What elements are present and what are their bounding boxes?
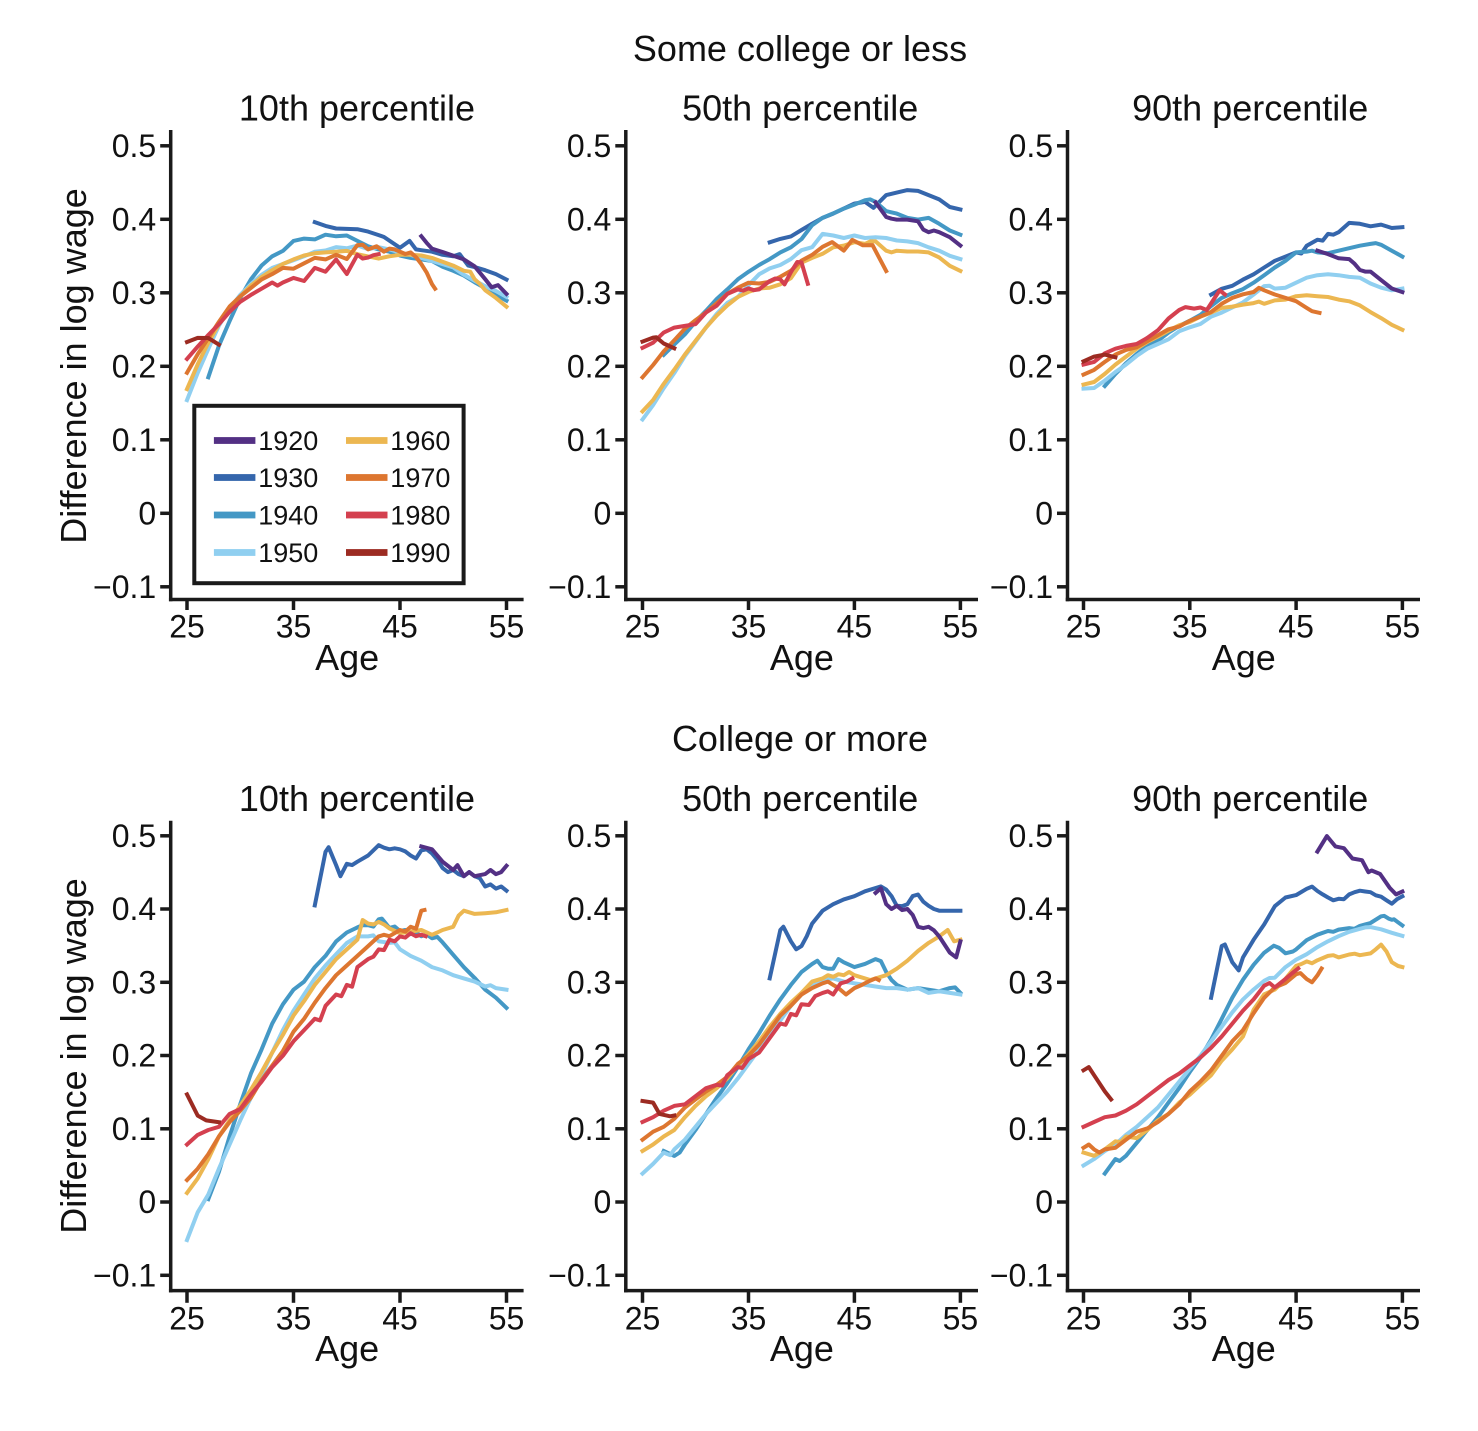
svg-text:−0.1: −0.1 — [93, 569, 156, 605]
svg-text:55: 55 — [943, 1301, 979, 1337]
svg-text:0.2: 0.2 — [1009, 1038, 1053, 1074]
svg-text:0.2: 0.2 — [112, 348, 156, 384]
svg-text:0.4: 0.4 — [112, 891, 156, 927]
svg-text:50th percentile: 50th percentile — [682, 778, 918, 819]
svg-text:0.4: 0.4 — [567, 201, 611, 237]
svg-text:−0.1: −0.1 — [548, 569, 611, 605]
svg-text:25: 25 — [1066, 1301, 1102, 1337]
svg-text:0.3: 0.3 — [567, 275, 611, 311]
svg-text:0.2: 0.2 — [1009, 348, 1053, 384]
svg-text:Age: Age — [1212, 1328, 1276, 1369]
svg-text:90th percentile: 90th percentile — [1132, 778, 1368, 819]
svg-text:25: 25 — [169, 609, 205, 645]
svg-text:Difference in log wage: Difference in log wage — [53, 188, 94, 544]
svg-text:0.5: 0.5 — [112, 818, 156, 854]
svg-text:1980: 1980 — [390, 501, 450, 531]
svg-text:0.2: 0.2 — [112, 1038, 156, 1074]
svg-text:0.4: 0.4 — [1009, 891, 1053, 927]
svg-text:0.3: 0.3 — [567, 964, 611, 1000]
svg-text:45: 45 — [1278, 609, 1314, 645]
svg-text:0.2: 0.2 — [567, 348, 611, 384]
svg-text:45: 45 — [1278, 1301, 1314, 1337]
svg-text:0: 0 — [138, 1184, 156, 1220]
svg-text:55: 55 — [489, 1301, 525, 1337]
svg-text:College or more: College or more — [672, 718, 928, 759]
svg-text:25: 25 — [1066, 609, 1102, 645]
svg-text:Age: Age — [1212, 637, 1276, 678]
svg-text:1970: 1970 — [390, 463, 450, 493]
svg-text:45: 45 — [837, 609, 873, 645]
svg-text:10th percentile: 10th percentile — [239, 88, 475, 129]
svg-text:0.1: 0.1 — [112, 1111, 156, 1147]
svg-text:1950: 1950 — [258, 538, 318, 568]
svg-text:−0.1: −0.1 — [93, 1257, 156, 1293]
svg-text:35: 35 — [731, 1301, 767, 1337]
svg-text:35: 35 — [1172, 609, 1208, 645]
svg-text:0: 0 — [1035, 495, 1053, 531]
svg-text:10th percentile: 10th percentile — [239, 778, 475, 819]
svg-text:35: 35 — [731, 609, 767, 645]
svg-text:0.1: 0.1 — [1009, 422, 1053, 458]
svg-text:Age: Age — [770, 637, 834, 678]
svg-text:35: 35 — [1172, 1301, 1208, 1337]
svg-text:0.5: 0.5 — [567, 128, 611, 164]
svg-text:0.1: 0.1 — [567, 422, 611, 458]
svg-text:50th percentile: 50th percentile — [682, 88, 918, 129]
svg-text:0: 0 — [594, 495, 612, 531]
svg-text:Age: Age — [770, 1328, 834, 1369]
svg-text:0.4: 0.4 — [112, 201, 156, 237]
svg-text:0: 0 — [594, 1184, 612, 1220]
svg-text:Some college or less: Some college or less — [633, 28, 967, 69]
svg-text:0.3: 0.3 — [1009, 964, 1053, 1000]
svg-text:−0.1: −0.1 — [990, 1257, 1053, 1293]
svg-text:35: 35 — [276, 1301, 312, 1337]
svg-text:25: 25 — [169, 1301, 205, 1337]
svg-text:45: 45 — [382, 609, 418, 645]
svg-text:0: 0 — [138, 495, 156, 531]
svg-text:90th percentile: 90th percentile — [1132, 88, 1368, 129]
svg-text:1990: 1990 — [390, 538, 450, 568]
svg-text:0.3: 0.3 — [112, 275, 156, 311]
svg-text:55: 55 — [489, 609, 525, 645]
svg-text:55: 55 — [1385, 1301, 1421, 1337]
svg-text:0.5: 0.5 — [1009, 818, 1053, 854]
svg-text:−0.1: −0.1 — [990, 569, 1053, 605]
svg-text:1960: 1960 — [390, 426, 450, 456]
svg-text:0.3: 0.3 — [112, 964, 156, 1000]
svg-text:0.1: 0.1 — [567, 1111, 611, 1147]
svg-text:0.1: 0.1 — [112, 422, 156, 458]
svg-text:−0.1: −0.1 — [548, 1257, 611, 1293]
svg-text:25: 25 — [625, 1301, 661, 1337]
svg-text:Age: Age — [315, 637, 379, 678]
svg-text:55: 55 — [1385, 609, 1421, 645]
svg-text:1930: 1930 — [258, 463, 318, 493]
svg-text:45: 45 — [382, 1301, 418, 1337]
svg-text:0.3: 0.3 — [1009, 275, 1053, 311]
svg-text:0.5: 0.5 — [1009, 128, 1053, 164]
svg-text:0.1: 0.1 — [1009, 1111, 1053, 1147]
svg-text:35: 35 — [276, 609, 312, 645]
svg-text:1920: 1920 — [258, 426, 318, 456]
svg-text:Difference in log wage: Difference in log wage — [53, 878, 94, 1234]
svg-text:0.4: 0.4 — [567, 891, 611, 927]
svg-text:Age: Age — [315, 1328, 379, 1369]
svg-text:0.5: 0.5 — [112, 128, 156, 164]
svg-text:0.4: 0.4 — [1009, 201, 1053, 237]
svg-text:1940: 1940 — [258, 501, 318, 531]
svg-text:0: 0 — [1035, 1184, 1053, 1220]
svg-text:45: 45 — [837, 1301, 873, 1337]
svg-text:0.5: 0.5 — [567, 818, 611, 854]
svg-text:25: 25 — [625, 609, 661, 645]
svg-text:0.2: 0.2 — [567, 1038, 611, 1074]
svg-text:55: 55 — [943, 609, 979, 645]
